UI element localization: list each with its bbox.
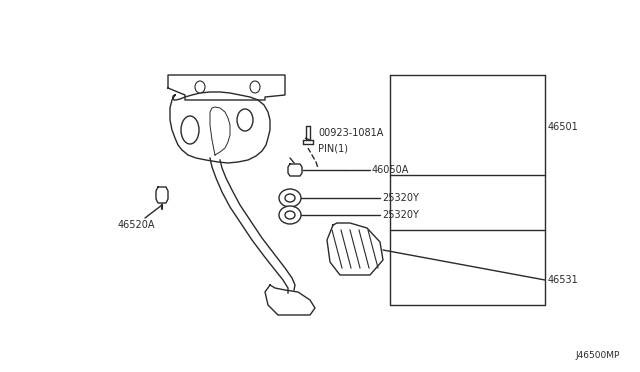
Polygon shape (210, 158, 295, 293)
Ellipse shape (237, 109, 253, 131)
Polygon shape (210, 107, 230, 155)
Ellipse shape (279, 189, 301, 207)
Polygon shape (327, 223, 383, 275)
Text: 46531: 46531 (548, 275, 579, 285)
Ellipse shape (285, 194, 295, 202)
Polygon shape (265, 285, 315, 315)
Ellipse shape (181, 116, 199, 144)
Ellipse shape (279, 206, 301, 224)
Ellipse shape (195, 81, 205, 93)
Text: 46520A: 46520A (118, 220, 156, 230)
Text: 00923-1081A: 00923-1081A (318, 128, 383, 138)
Ellipse shape (285, 211, 295, 219)
Polygon shape (288, 164, 302, 176)
Text: J46500MP: J46500MP (575, 351, 620, 360)
Polygon shape (168, 75, 285, 100)
Ellipse shape (250, 81, 260, 93)
Text: 25320Y: 25320Y (382, 193, 419, 203)
Polygon shape (170, 92, 270, 163)
Polygon shape (156, 187, 168, 203)
Text: 25320Y: 25320Y (382, 210, 419, 220)
Text: PIN(1): PIN(1) (318, 143, 348, 153)
Text: 46050A: 46050A (372, 165, 410, 175)
Text: 46501: 46501 (548, 122, 579, 132)
